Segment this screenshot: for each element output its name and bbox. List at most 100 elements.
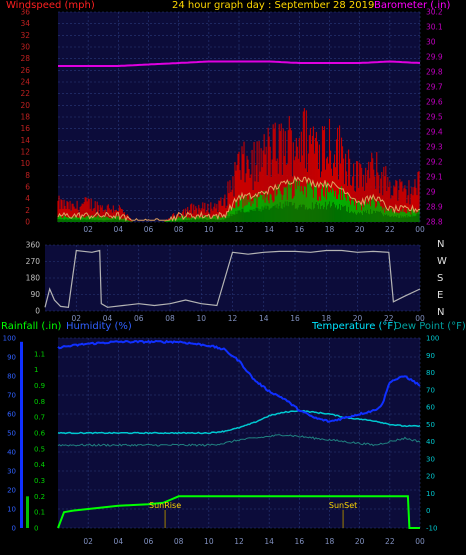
humidity-y-tick-label: 90 xyxy=(7,354,16,362)
barometer-y-tick-label: 29.9 xyxy=(426,53,443,62)
wind-y-tick-label: 20 xyxy=(20,101,30,110)
wind-y-tick-label: 14 xyxy=(20,136,30,145)
temperature-y-tick-label: 0 xyxy=(426,507,430,515)
temp-x-tick-label: 16 xyxy=(295,537,305,546)
direction-x-tick-label: 10 xyxy=(196,314,206,323)
rainfall-y-tick-label: 0.7 xyxy=(34,414,45,422)
rainfall-y-tick-label: 0.2 xyxy=(34,493,45,501)
direction-y-tick-label: 0 xyxy=(35,307,40,316)
humidity-y-tick-label: 50 xyxy=(7,430,16,438)
temperature-y-tick-label: 70 xyxy=(426,386,435,394)
humidity-y-tick-label: 0 xyxy=(12,525,16,533)
barometer-y-tick-label: 30.2 xyxy=(426,8,443,17)
rainfall-axis-label: Rainfall (.in) xyxy=(1,321,62,332)
direction-y-tick-label: 180 xyxy=(26,274,41,283)
dewpoint-line xyxy=(57,434,421,447)
wind-y-tick-label: 24 xyxy=(20,78,30,87)
direction-y-tick-label: 90 xyxy=(30,290,40,299)
page-title: 24 hour graph day : September 28 2019 xyxy=(172,0,375,11)
wind-y-tick-label: 30 xyxy=(20,43,30,52)
rainfall-y-tick-label: 1 xyxy=(34,366,38,374)
wind-y-tick-label: 2 xyxy=(25,206,30,215)
temperature-line xyxy=(57,409,421,435)
humidity-y-tick-label: 40 xyxy=(7,449,16,457)
temp-x-tick-label: 00 xyxy=(415,537,425,546)
temp-x-tick-label: 12 xyxy=(234,537,244,546)
direction-x-tick-label: 20 xyxy=(353,314,363,323)
humidity-y-tick-label: 80 xyxy=(7,373,16,381)
rainfall-line xyxy=(57,495,420,529)
windspeed-average-line xyxy=(57,175,420,222)
compass-label: N xyxy=(437,307,444,318)
windspeed-axis-label: Windspeed (mph) xyxy=(6,0,95,11)
barometer-y-tick-label: 29.4 xyxy=(426,128,443,137)
temp-x-tick-label: 08 xyxy=(174,537,184,546)
temp-x-tick-label: 18 xyxy=(325,537,335,546)
rainfall-y-tick-label: 0.6 xyxy=(34,430,46,438)
direction-x-tick-label: 16 xyxy=(290,314,300,323)
direction-y-tick-label: 270 xyxy=(26,257,41,266)
barometer-y-tick-label: 29 xyxy=(426,188,436,197)
direction-x-tick-label: 18 xyxy=(321,314,331,323)
barometer-y-tick-label: 30.1 xyxy=(426,23,443,32)
wind-y-tick-label: 18 xyxy=(20,113,30,122)
barometer-axis-label: Barometer (.in) xyxy=(374,0,451,11)
wind-x-tick-label: 04 xyxy=(114,225,124,234)
rainfall-y-tick-label: 0.8 xyxy=(34,398,45,406)
wind-y-tick-label: 8 xyxy=(25,171,30,180)
rainfall-y-tick-label: 1.1 xyxy=(34,350,45,358)
wind-y-tick-label: 32 xyxy=(20,31,30,40)
wind-y-tick-label: 10 xyxy=(20,159,30,168)
barometer-y-tick-label: 29.1 xyxy=(426,173,443,182)
barometer-y-tick-label: 29.6 xyxy=(426,98,443,107)
humidity-y-tick-label: 20 xyxy=(7,487,16,495)
wind-y-tick-label: 0 xyxy=(25,218,30,227)
barometer-y-tick-label: 28.8 xyxy=(426,218,443,227)
barometer-y-tick-label: 29.7 xyxy=(426,83,443,92)
wind-direction-line xyxy=(44,249,421,308)
temperature-y-tick-label: 90 xyxy=(426,352,435,360)
temperature-y-tick-label: -10 xyxy=(426,525,437,533)
temperature-y-tick-label: 60 xyxy=(426,404,435,412)
wind-x-tick-label: 20 xyxy=(355,225,365,234)
wind-x-tick-label: 22 xyxy=(385,225,395,234)
direction-x-tick-label: 04 xyxy=(103,314,113,323)
wind-y-tick-label: 6 xyxy=(25,183,30,192)
wind-x-tick-label: 16 xyxy=(295,225,305,234)
humidity-line xyxy=(57,339,421,423)
barometer-y-tick-label: 29.3 xyxy=(426,143,443,152)
temperature-y-tick-label: 40 xyxy=(426,438,435,446)
rainfall-y-tick-label: 0.5 xyxy=(34,445,45,453)
temp-x-tick-label: 02 xyxy=(83,537,93,546)
humidity-y-tick-label: 70 xyxy=(7,392,16,400)
rainfall-y-tick-label: 0.4 xyxy=(34,461,46,469)
direction-x-tick-label: 00 xyxy=(415,314,425,323)
dewpoint-axis-label: Dew Point (°F) xyxy=(394,321,466,332)
humidity-y-tick-label: 30 xyxy=(7,468,16,476)
temp-x-tick-label: 04 xyxy=(114,537,124,546)
wind-y-tick-label: 22 xyxy=(20,89,30,98)
temperature-axis-label: Temperature (°F) xyxy=(312,321,398,332)
wind-x-tick-label: 00 xyxy=(415,225,425,234)
direction-x-tick-label: 02 xyxy=(71,314,81,323)
direction-x-tick-label: 12 xyxy=(228,314,238,323)
temp-x-tick-label: 22 xyxy=(385,537,395,546)
temp-x-tick-label: 10 xyxy=(204,537,214,546)
rainfall-y-tick-label: 0.1 xyxy=(34,509,45,517)
sun-marker-label: SunSet xyxy=(329,501,357,510)
temperature-y-tick-label: 30 xyxy=(426,455,435,463)
barometer-y-tick-label: 29.5 xyxy=(426,113,443,122)
sun-marker-label: SunRise xyxy=(149,501,181,510)
wind-x-tick-label: 18 xyxy=(325,225,335,234)
wind-x-tick-label: 12 xyxy=(234,225,244,234)
humidity-y-tick-label: 100 xyxy=(3,335,16,343)
humidity-y-tick-label: 60 xyxy=(7,411,16,419)
humidity-y-tick-label: 10 xyxy=(7,506,16,514)
direction-y-tick-label: 360 xyxy=(26,241,41,250)
rainfall-axis-bar xyxy=(26,496,29,528)
temp-x-tick-label: 06 xyxy=(144,537,154,546)
wind-y-tick-label: 12 xyxy=(20,148,30,157)
direction-x-tick-label: 22 xyxy=(384,314,394,323)
temperature-y-tick-label: 100 xyxy=(426,335,439,343)
